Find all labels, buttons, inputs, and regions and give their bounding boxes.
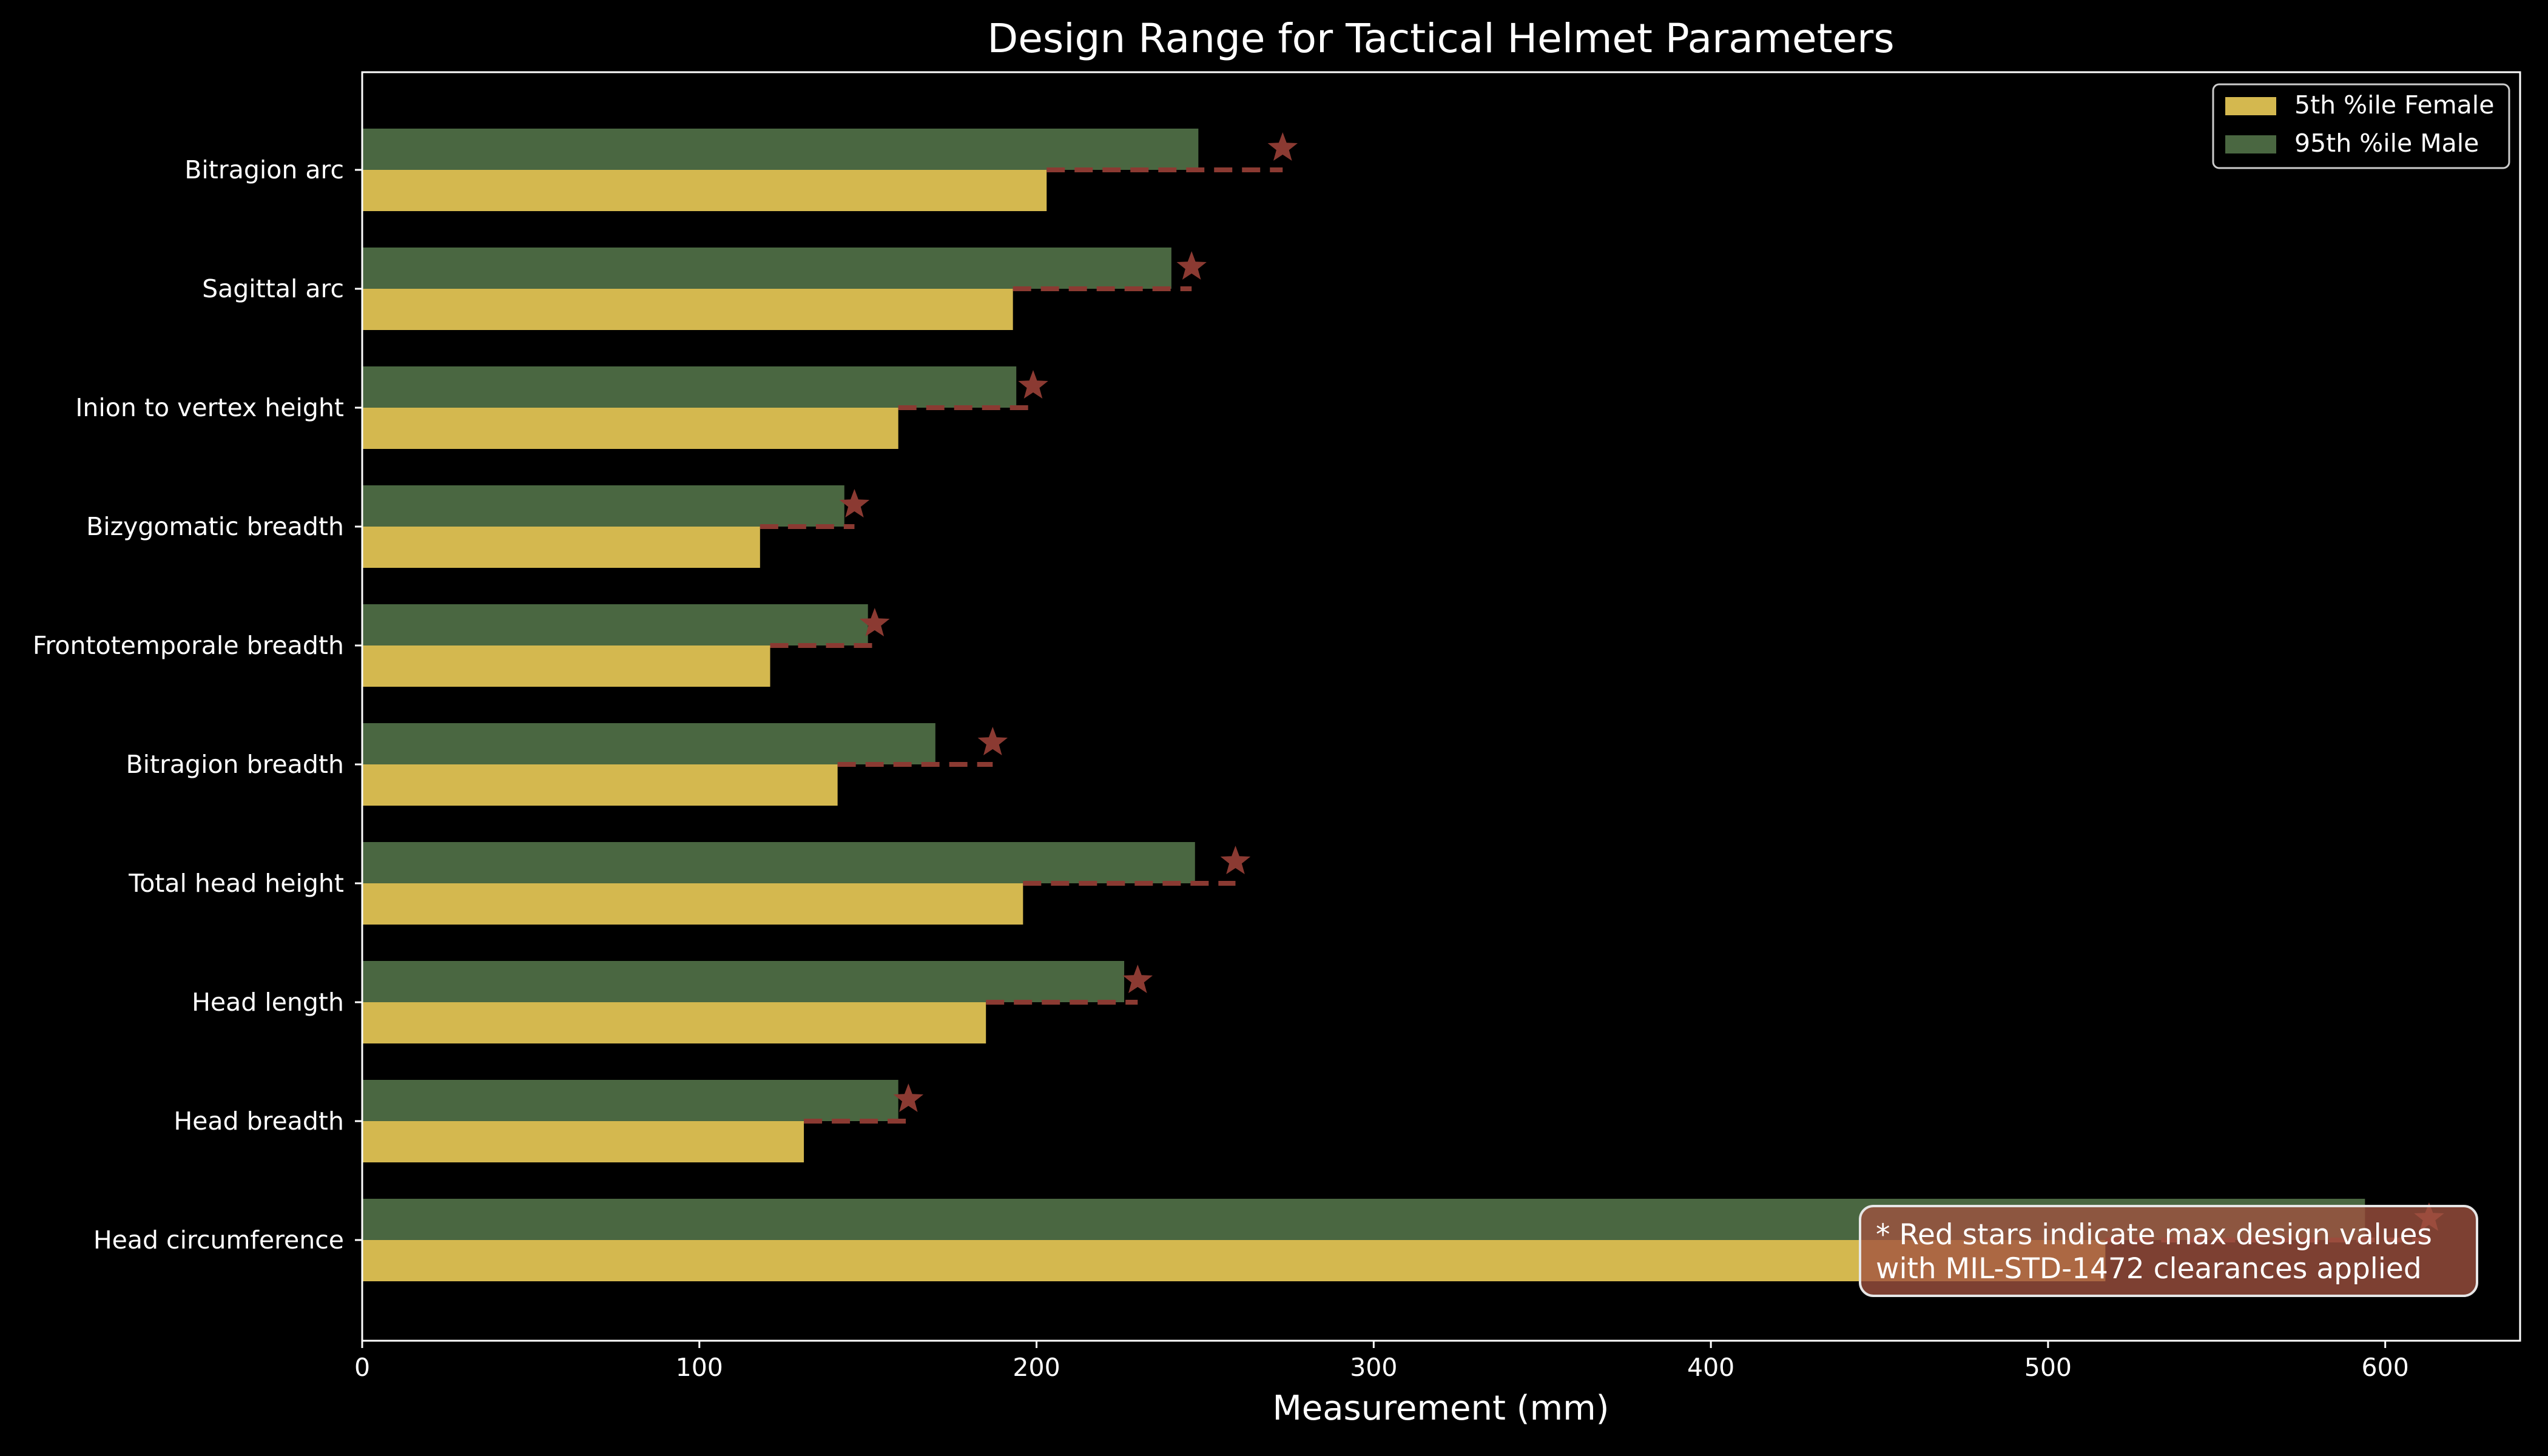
bar-male <box>362 485 844 527</box>
bar-male <box>362 723 935 764</box>
bar-male <box>362 1080 898 1121</box>
legend-label-female: 5th %ile Female <box>2294 90 2494 120</box>
x-tick-label: 200 <box>1013 1353 1060 1382</box>
bar-female <box>362 1121 804 1162</box>
max-design-star <box>1176 251 1207 280</box>
bar-female <box>362 883 1023 925</box>
plot-frame <box>361 71 2521 1342</box>
max-design-star <box>1018 370 1048 399</box>
x-tick-label: 400 <box>1687 1353 1734 1382</box>
y-tick-label: Head breadth <box>174 1107 344 1136</box>
bar-male <box>362 961 1125 1002</box>
bar-female <box>362 289 1013 330</box>
legend-swatch-male <box>2225 135 2276 153</box>
bar-female <box>362 1002 986 1043</box>
legend-label-male: 95th %ile Male <box>2294 129 2479 158</box>
bar-female <box>362 170 1047 211</box>
bar-female <box>362 764 838 806</box>
bar-male <box>362 604 868 645</box>
legend: 5th %ile Female 95th %ile Male <box>2212 83 2510 169</box>
bar-female <box>362 408 898 449</box>
bar-female <box>362 1240 2106 1281</box>
x-tick-label: 600 <box>2362 1353 2409 1382</box>
y-tick-label: Head circumference <box>93 1225 344 1255</box>
bar-female <box>362 645 770 687</box>
bar-male <box>362 366 1017 408</box>
max-design-star <box>893 1084 924 1112</box>
bar-male <box>362 842 1195 883</box>
y-tick-label: Head length <box>192 988 344 1017</box>
legend-swatch-female <box>2225 97 2276 115</box>
bar-male <box>362 129 1199 170</box>
x-tick-label: 100 <box>676 1353 723 1382</box>
x-tick-label: 300 <box>1350 1353 1397 1382</box>
y-tick-label: Sagittal arc <box>202 274 344 303</box>
annotation-note: * Red stars indicate max design values w… <box>1859 1205 2478 1297</box>
chart-title: Design Range for Tactical Helmet Paramet… <box>987 15 1894 62</box>
y-tick-label: Bitragion breadth <box>126 750 344 779</box>
y-tick-label: Bitragion arc <box>184 155 344 184</box>
bar-male <box>362 248 1171 289</box>
max-design-star <box>1220 846 1251 874</box>
max-design-star <box>1267 132 1298 161</box>
y-tick-label: Bizygomatic breadth <box>86 512 344 541</box>
annotation-line-2: with MIL-STD-1472 clearances applied <box>1876 1252 2422 1286</box>
max-design-star <box>977 727 1008 755</box>
max-design-star <box>860 608 890 636</box>
y-tick-label: Frontotemporale breadth <box>33 631 344 660</box>
max-design-star <box>839 489 870 517</box>
y-tick-label: Total head height <box>128 869 344 898</box>
y-tick-label: Inion to vertex height <box>75 393 344 422</box>
x-tick-label: 500 <box>2024 1353 2072 1382</box>
x-axis: 0 100 200 300 400 500 600 <box>354 1341 2409 1382</box>
annotation-line-1: * Red stars indicate max design values <box>1876 1218 2432 1252</box>
max-design-star <box>1122 965 1153 993</box>
legend-frame <box>2212 83 2510 169</box>
bar-female <box>362 527 760 568</box>
y-axis: Head circumference Head breadth Head lengt… <box>33 155 362 1255</box>
x-axis-label: Measurement (mm) <box>1272 1389 1609 1428</box>
x-tick-label: 0 <box>354 1353 370 1382</box>
